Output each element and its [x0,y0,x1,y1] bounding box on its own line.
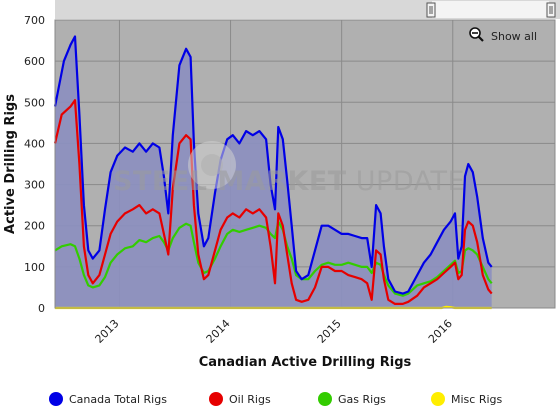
scroll-handle-right[interactable] [546,2,556,18]
watermark-text-light: UPDATE [347,166,465,197]
y-tick-label: 700 [24,14,45,27]
legend-item-canada-total[interactable]: Canada Total Rigs [49,392,167,406]
y-axis-title: Active Drilling Rigs [3,94,18,234]
y-axis: 0 100 200 300 400 500 600 700 [24,14,45,315]
svg-text:STEEL MARKET UPDATE: STEEL MARKET UPDATE [113,166,465,197]
legend-label: Oil Rigs [229,393,271,406]
legend-item-oil[interactable]: Oil Rigs [209,392,271,406]
x-axis: 2013 2014 2015 2016 [93,317,455,346]
legend-marker-icon [431,392,445,406]
watermark-logo-icon [188,141,236,189]
legend-marker-icon [49,392,63,406]
legend-label: Canada Total Rigs [69,393,167,406]
series-line-oil [53,99,493,305]
y-tick-label: 500 [24,96,45,109]
scroll-handle-left[interactable] [426,2,436,18]
legend-marker-icon [318,392,332,406]
y-tick-label: 200 [24,220,45,233]
legend-label: Misc Rigs [451,393,503,406]
legend-item-misc[interactable]: Misc Rigs [431,392,503,406]
y-tick-label: 400 [24,137,45,150]
legend: Canada Total Rigs Oil Rigs Gas Rigs Misc Ri… [49,392,503,406]
watermark-text-bold: STEEL MARKET [113,166,347,197]
legend-label: Gas Rigs [338,393,386,406]
x-tick-label: 2013 [93,317,122,346]
range-scrollbar[interactable] [55,0,560,19]
y-tick-label: 600 [24,55,45,68]
zoom-out-icon [469,27,484,42]
x-axis-title: Canadian Active Drilling Rigs [199,355,412,370]
show-all-button[interactable]: Show all [466,26,544,46]
legend-marker-icon [209,392,223,406]
y-tick-label: 300 [24,179,45,192]
show-all-label: Show all [491,30,537,43]
plot-area [53,19,556,310]
y-tick-label: 100 [24,261,45,274]
x-tick-label: 2014 [204,317,233,346]
plot-border [54,19,556,309]
x-tick-label: 2016 [426,317,455,346]
series-line-canada-total [53,35,493,295]
watermark: STEEL MARKET UPDATE [113,141,465,197]
legend-item-gas[interactable]: Gas Rigs [318,392,386,406]
scroll-selection[interactable] [432,1,549,18]
y-tick-label: 0 [38,302,45,315]
x-tick-label: 2015 [315,317,344,346]
